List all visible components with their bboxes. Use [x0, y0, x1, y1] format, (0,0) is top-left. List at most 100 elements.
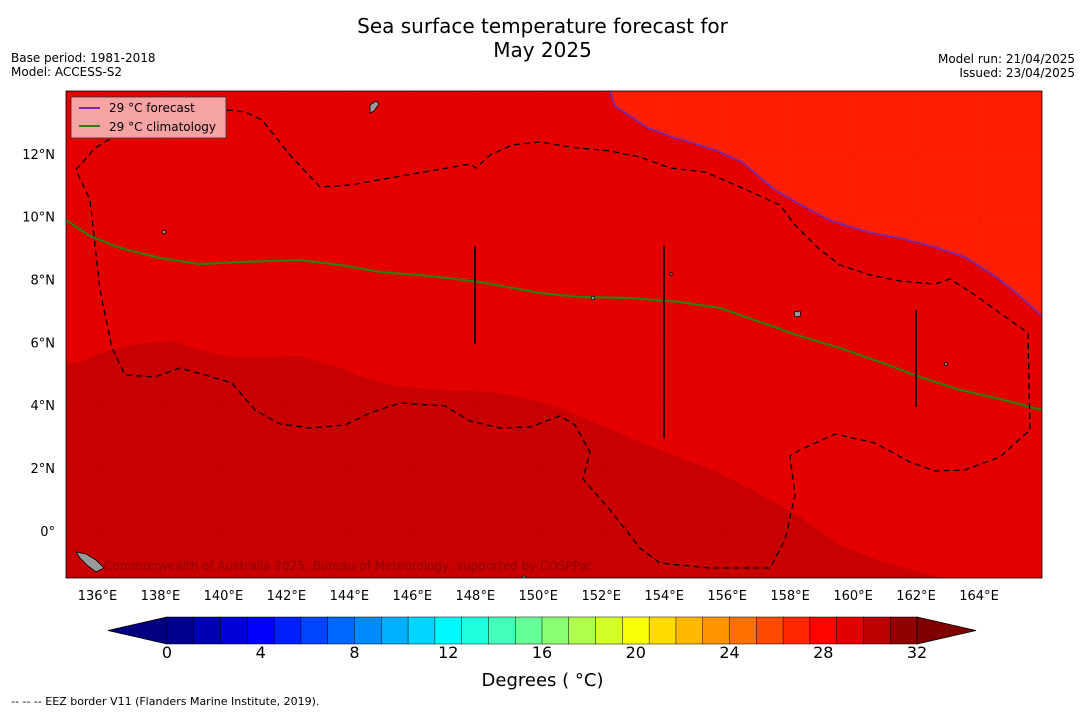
- colorbar-segment: [488, 616, 516, 645]
- colorbar-segment: [648, 616, 677, 645]
- lat-tick-label: 12°N: [22, 148, 55, 163]
- model-run: Model run: 21/04/2025: [937, 52, 1075, 66]
- eez-borders: [75, 107, 1031, 569]
- legend-box: [70, 96, 227, 139]
- legend-forecast-label: 29 °C forecast: [109, 101, 195, 115]
- title-line-2: May 2025: [493, 38, 592, 62]
- colorbar-title: Degrees ( °C): [481, 670, 604, 691]
- colorbar-segment: [300, 616, 329, 645]
- longitude-labels: 136°E 138°E 140°E 142°E 144°E 146°E 148°E 150°E…: [78, 589, 999, 604]
- lon-tick-label: 144°E: [330, 589, 370, 604]
- map-plot-area[interactable]: Commonwealth of Australia 2025, Bureau o…: [66, 91, 1042, 580]
- island-pohnpei: [793, 310, 802, 318]
- colorbar-segment: [809, 616, 838, 645]
- island-ulithi: [369, 100, 380, 114]
- latitude-labels: 12°N 10°N 8°N 6°N 4°N 2°N 0°: [22, 148, 55, 540]
- island-small-1: [161, 229, 167, 235]
- island-small-5: [521, 575, 527, 578]
- colorbar-segment: [675, 616, 704, 645]
- lon-tick-label: 156°E: [707, 589, 747, 604]
- transect-lines: [474, 246, 917, 438]
- lat-tick-label: 10°N: [22, 211, 55, 226]
- colorbar-segment: [327, 616, 356, 645]
- lon-tick-label: 154°E: [644, 589, 684, 604]
- eez-footnote: -- -- -- EEZ border V11 (Flanders Marine…: [11, 695, 320, 708]
- chart-title: Sea surface temperature forecast for May…: [0, 14, 1085, 62]
- lat-tick-label: 0°: [40, 525, 55, 540]
- lon-tick-label: 146°E: [393, 589, 433, 604]
- map-frame: [65, 90, 1043, 579]
- sst-zone-28-29: [610, 91, 1042, 316]
- colorbar-segment: [622, 616, 650, 645]
- colorbar-extend-low: [107, 616, 168, 645]
- colorbar-segment: [595, 616, 623, 645]
- colorbar-segment: [273, 616, 302, 645]
- legend-climatology-label: 29 °C climatology: [109, 120, 216, 134]
- island-small-4: [669, 272, 673, 276]
- colorbar-tick-label: 28: [813, 643, 833, 662]
- colorbar-tick-label: 16: [532, 643, 552, 662]
- colorbar-segment: [461, 616, 489, 645]
- model-name: Model: ACCESS-S2: [11, 65, 123, 79]
- colorbar-segment: [782, 616, 811, 645]
- colorbar-segment: [166, 616, 195, 645]
- lon-tick-label: 142°E: [267, 589, 307, 604]
- lon-tick-label: 152°E: [581, 589, 621, 604]
- colorbar-tick-label: 8: [349, 643, 359, 662]
- map-legend: 29 °C forecast 29 °C climatology: [70, 96, 227, 139]
- run-info: Model run: 21/04/2025 Issued: 23/04/2025: [938, 52, 1075, 80]
- colorbar-segment: [247, 616, 275, 645]
- colorbar-segment: [729, 616, 757, 645]
- lon-tick-label: 164°E: [959, 589, 999, 604]
- colorbar-segment: [889, 616, 918, 645]
- lat-tick-label: 4°N: [31, 399, 56, 414]
- island-new-guinea-tip: [75, 551, 105, 573]
- lon-tick-label: 150°E: [518, 589, 558, 604]
- colorbar-segment: [514, 616, 543, 645]
- issued-date: Issued: 23/04/2025: [959, 66, 1075, 80]
- colorbar-tick-label: 20: [626, 643, 646, 662]
- lon-tick-label: 158°E: [770, 589, 810, 604]
- lat-tick-label: 6°N: [31, 336, 56, 351]
- colorbar-ticks: 0 4 8 12 16 20 24 28 32: [162, 643, 927, 662]
- model-info: Base period: 1981-2018 Model: ACCESS-S2: [11, 51, 156, 79]
- colorbar-extend-high: [916, 616, 977, 645]
- eez-border-north-loop: [75, 107, 1031, 569]
- island-small-3: [944, 362, 948, 366]
- lat-tick-label: 8°N: [31, 274, 56, 289]
- lat-tick-label: 2°N: [31, 462, 56, 477]
- islands: [75, 100, 948, 578]
- colorbar-segment: [756, 616, 784, 645]
- map-watermark: Commonwealth of Australia 2025, Bureau o…: [104, 559, 594, 573]
- lon-tick-label: 148°E: [456, 589, 496, 604]
- colorbar-segment: [354, 616, 382, 645]
- lon-tick-label: 160°E: [833, 589, 873, 604]
- colorbar-tick-label: 12: [438, 643, 458, 662]
- map-gridlines: [66, 91, 1042, 578]
- colorbar: [107, 616, 977, 645]
- colorbar-segment: [702, 616, 731, 645]
- colorbar-segment: [836, 616, 864, 645]
- colorbar-segment: [434, 616, 463, 645]
- sst-zone-30-31: [66, 342, 945, 578]
- climatology-29c-line: [66, 219, 1042, 412]
- lon-tick-label: 138°E: [141, 589, 181, 604]
- island-small-2: [590, 295, 596, 301]
- colorbar-tick-label: 24: [719, 643, 739, 662]
- lon-tick-label: 140°E: [204, 589, 244, 604]
- colorbar-tick-label: 0: [162, 643, 172, 662]
- base-period: Base period: 1981-2018: [11, 51, 156, 65]
- colorbar-segment: [220, 616, 248, 645]
- colorbar-segment: [381, 616, 409, 645]
- title-line-1: Sea surface temperature forecast for: [357, 14, 728, 38]
- colorbar-tick-label: 32: [907, 643, 927, 662]
- lon-tick-label: 136°E: [78, 589, 118, 604]
- lon-tick-label: 162°E: [896, 589, 936, 604]
- colorbar-segment: [407, 616, 436, 645]
- colorbar-segment: [568, 616, 597, 645]
- colorbar-segment: [193, 616, 222, 645]
- colorbar-segment: [541, 616, 570, 645]
- colorbar-tick-label: 4: [256, 643, 266, 662]
- colorbar-segment: [863, 616, 891, 645]
